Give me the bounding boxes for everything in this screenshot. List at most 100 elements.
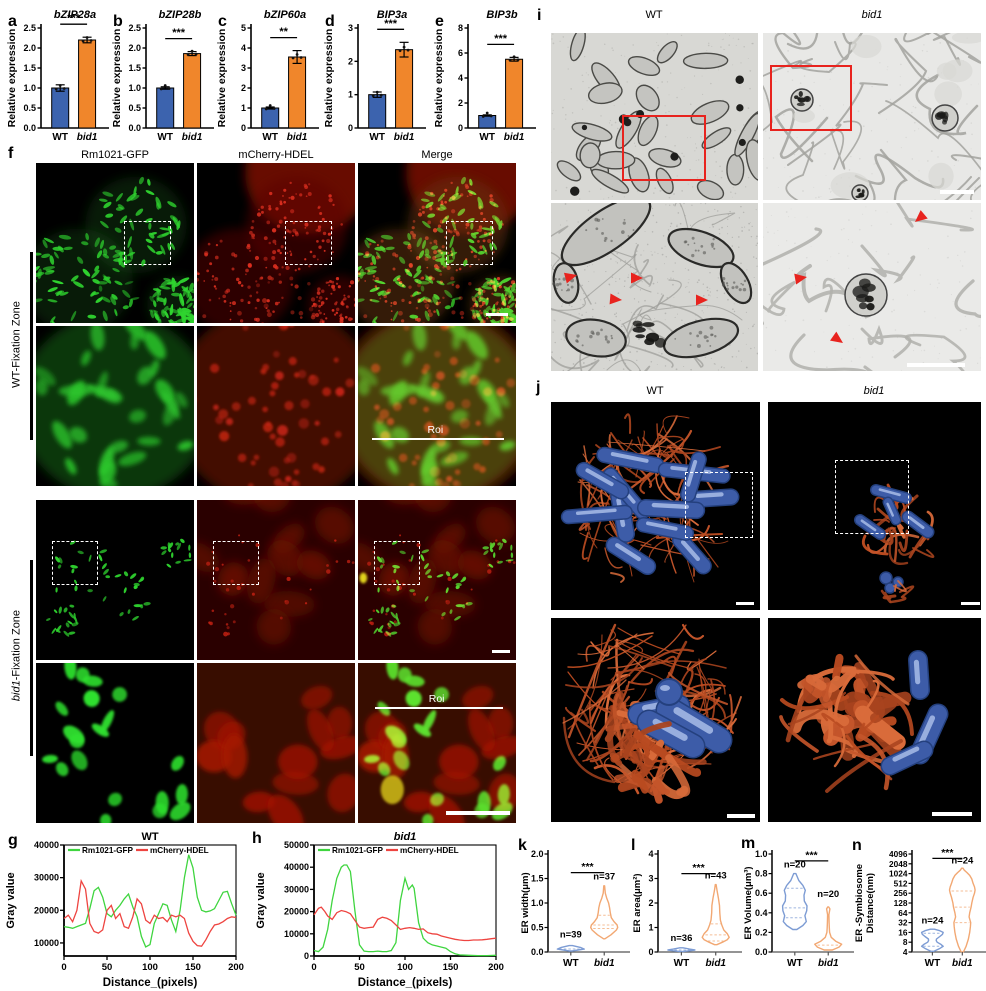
svg-text:bid1: bid1: [394, 831, 417, 843]
micro-j-wt-overview: [551, 402, 760, 610]
svg-text:n=24: n=24: [951, 855, 974, 866]
micro-i-bid1-zoom: [763, 203, 981, 371]
svg-text:bid1: bid1: [818, 958, 839, 969]
f-group-bracket-bid1: [30, 560, 33, 756]
svg-text:***: ***: [384, 18, 398, 30]
micro-f-row3-merge: [358, 500, 516, 660]
j-col-label-bid1: bid1: [863, 385, 885, 397]
micro-i-wt-zoom: [551, 203, 758, 371]
svg-text:WT: WT: [925, 958, 941, 969]
svg-text:1.0: 1.0: [128, 83, 141, 93]
svg-text:20000: 20000: [284, 907, 309, 917]
i-col-label-wt: WT: [645, 9, 663, 21]
roi-dashed-box: [446, 221, 493, 265]
svg-text:n=24: n=24: [921, 916, 944, 927]
svg-text:2: 2: [348, 56, 353, 66]
micro-f-row4-merge: Roi: [358, 663, 516, 823]
svg-text:2: 2: [241, 83, 246, 93]
svg-text:***: ***: [581, 861, 594, 873]
micro-f-row3-gfp: [36, 500, 194, 660]
panel-letter-f: f: [8, 145, 14, 162]
svg-text:2048: 2048: [889, 859, 908, 869]
svg-text:WT: WT: [262, 132, 278, 143]
micro-j-bid1-overview: [768, 402, 981, 610]
svg-text:0.0: 0.0: [531, 947, 544, 957]
svg-text:***: ***: [692, 862, 705, 874]
svg-text:0.0: 0.0: [755, 947, 768, 957]
svg-text:50000: 50000: [284, 840, 309, 850]
panel-letter-g: g: [8, 832, 18, 849]
svg-text:n=36: n=36: [670, 933, 692, 944]
f-group-wt-suffix: -Fixation Zone: [10, 301, 23, 372]
micro-f-row1-mcherry: [197, 163, 355, 323]
svg-text:1: 1: [348, 90, 353, 100]
micro-f-row2-gfp: [36, 326, 194, 486]
svg-text:Relative expression: Relative expression: [6, 29, 18, 128]
scale-bar: [940, 190, 974, 194]
svg-text:n=39: n=39: [560, 929, 582, 940]
svg-text:40000: 40000: [284, 862, 309, 872]
micro-f-row2-mcherry: [197, 326, 355, 486]
svg-text:200: 200: [488, 962, 504, 973]
panel-letter-i: i: [537, 7, 542, 24]
micro-j-bid1-zoom: [768, 618, 981, 822]
svg-text:***: ***: [494, 33, 508, 45]
svg-text:Distance_(pixels): Distance_(pixels): [103, 977, 198, 989]
svg-text:40000: 40000: [34, 840, 59, 850]
svg-text:Relative expression: Relative expression: [323, 29, 335, 128]
svg-text:mCherry-HDEL: mCherry-HDEL: [400, 846, 459, 855]
chart-e: BIP3b Relative expression 0 2 4 6 8 WT bid1 ***: [433, 9, 536, 143]
svg-text:0.2: 0.2: [755, 927, 768, 937]
svg-text:150: 150: [185, 962, 201, 973]
micro-i-bid1-overview: [763, 33, 981, 200]
micro-f-row4-gfp: [36, 663, 194, 823]
svg-text:1: 1: [241, 103, 246, 113]
svg-text:100: 100: [142, 962, 158, 973]
f-group-bid1-suffix: -Fixation Zone: [10, 609, 23, 681]
svg-text:0: 0: [648, 947, 653, 957]
svg-text:n=20: n=20: [817, 889, 839, 900]
svg-text:bid1: bid1: [952, 958, 973, 969]
roi-line: [372, 438, 504, 440]
f-group-bracket-wt: [30, 252, 33, 440]
svg-text:2.5: 2.5: [23, 23, 36, 33]
em-inset-box: [770, 65, 852, 131]
micro-f-row1-gfp: [36, 163, 194, 323]
svg-text:2.0: 2.0: [128, 43, 141, 53]
panel-letter-a: a: [8, 13, 17, 30]
svg-text:0.5: 0.5: [531, 923, 544, 933]
svg-text:BIP3a: BIP3a: [377, 9, 408, 21]
scale-bar: [907, 363, 965, 367]
svg-text:3: 3: [648, 874, 653, 884]
roi-dashed-box: [124, 221, 171, 265]
svg-text:1.5: 1.5: [128, 63, 141, 73]
scale-bar: [961, 602, 980, 605]
svg-text:Gray value: Gray value: [255, 872, 267, 928]
svg-text:n=20: n=20: [784, 860, 806, 871]
svg-text:***: ***: [67, 13, 81, 25]
roi-dashed-box: [374, 541, 420, 585]
chart-c: bZIP60a Relative expression 0 1 2 3 4 5 WT bid1 **: [216, 9, 319, 143]
svg-text:WT: WT: [787, 958, 803, 969]
svg-text:WT: WT: [674, 958, 690, 969]
svg-text:32: 32: [898, 918, 908, 928]
i-col-label-bid1: bid1: [861, 9, 883, 21]
roi-label: Roi: [428, 693, 445, 705]
svg-text:***: ***: [941, 847, 954, 859]
svg-text:5: 5: [241, 23, 246, 33]
svg-text:2: 2: [458, 98, 463, 108]
svg-text:4: 4: [458, 73, 463, 83]
chart-m: ER Volume(μm³)0.0 0.2 0.4 0.6 0.8 1.0 n=20 WT n=…: [743, 849, 854, 969]
scale-bar: [736, 602, 754, 605]
micro-f-row2-merge: Roi: [358, 326, 516, 486]
svg-text:100: 100: [397, 962, 413, 973]
svg-text:0.0: 0.0: [23, 123, 36, 133]
panel-letter-k: k: [518, 837, 527, 854]
svg-text:1.0: 1.0: [531, 898, 544, 908]
svg-text:WT: WT: [369, 132, 385, 143]
svg-text:1024: 1024: [889, 869, 908, 879]
svg-text:30000: 30000: [34, 873, 59, 883]
svg-text:mCherry-HDEL: mCherry-HDEL: [150, 846, 209, 855]
svg-text:bZIP28a: bZIP28a: [54, 9, 96, 21]
